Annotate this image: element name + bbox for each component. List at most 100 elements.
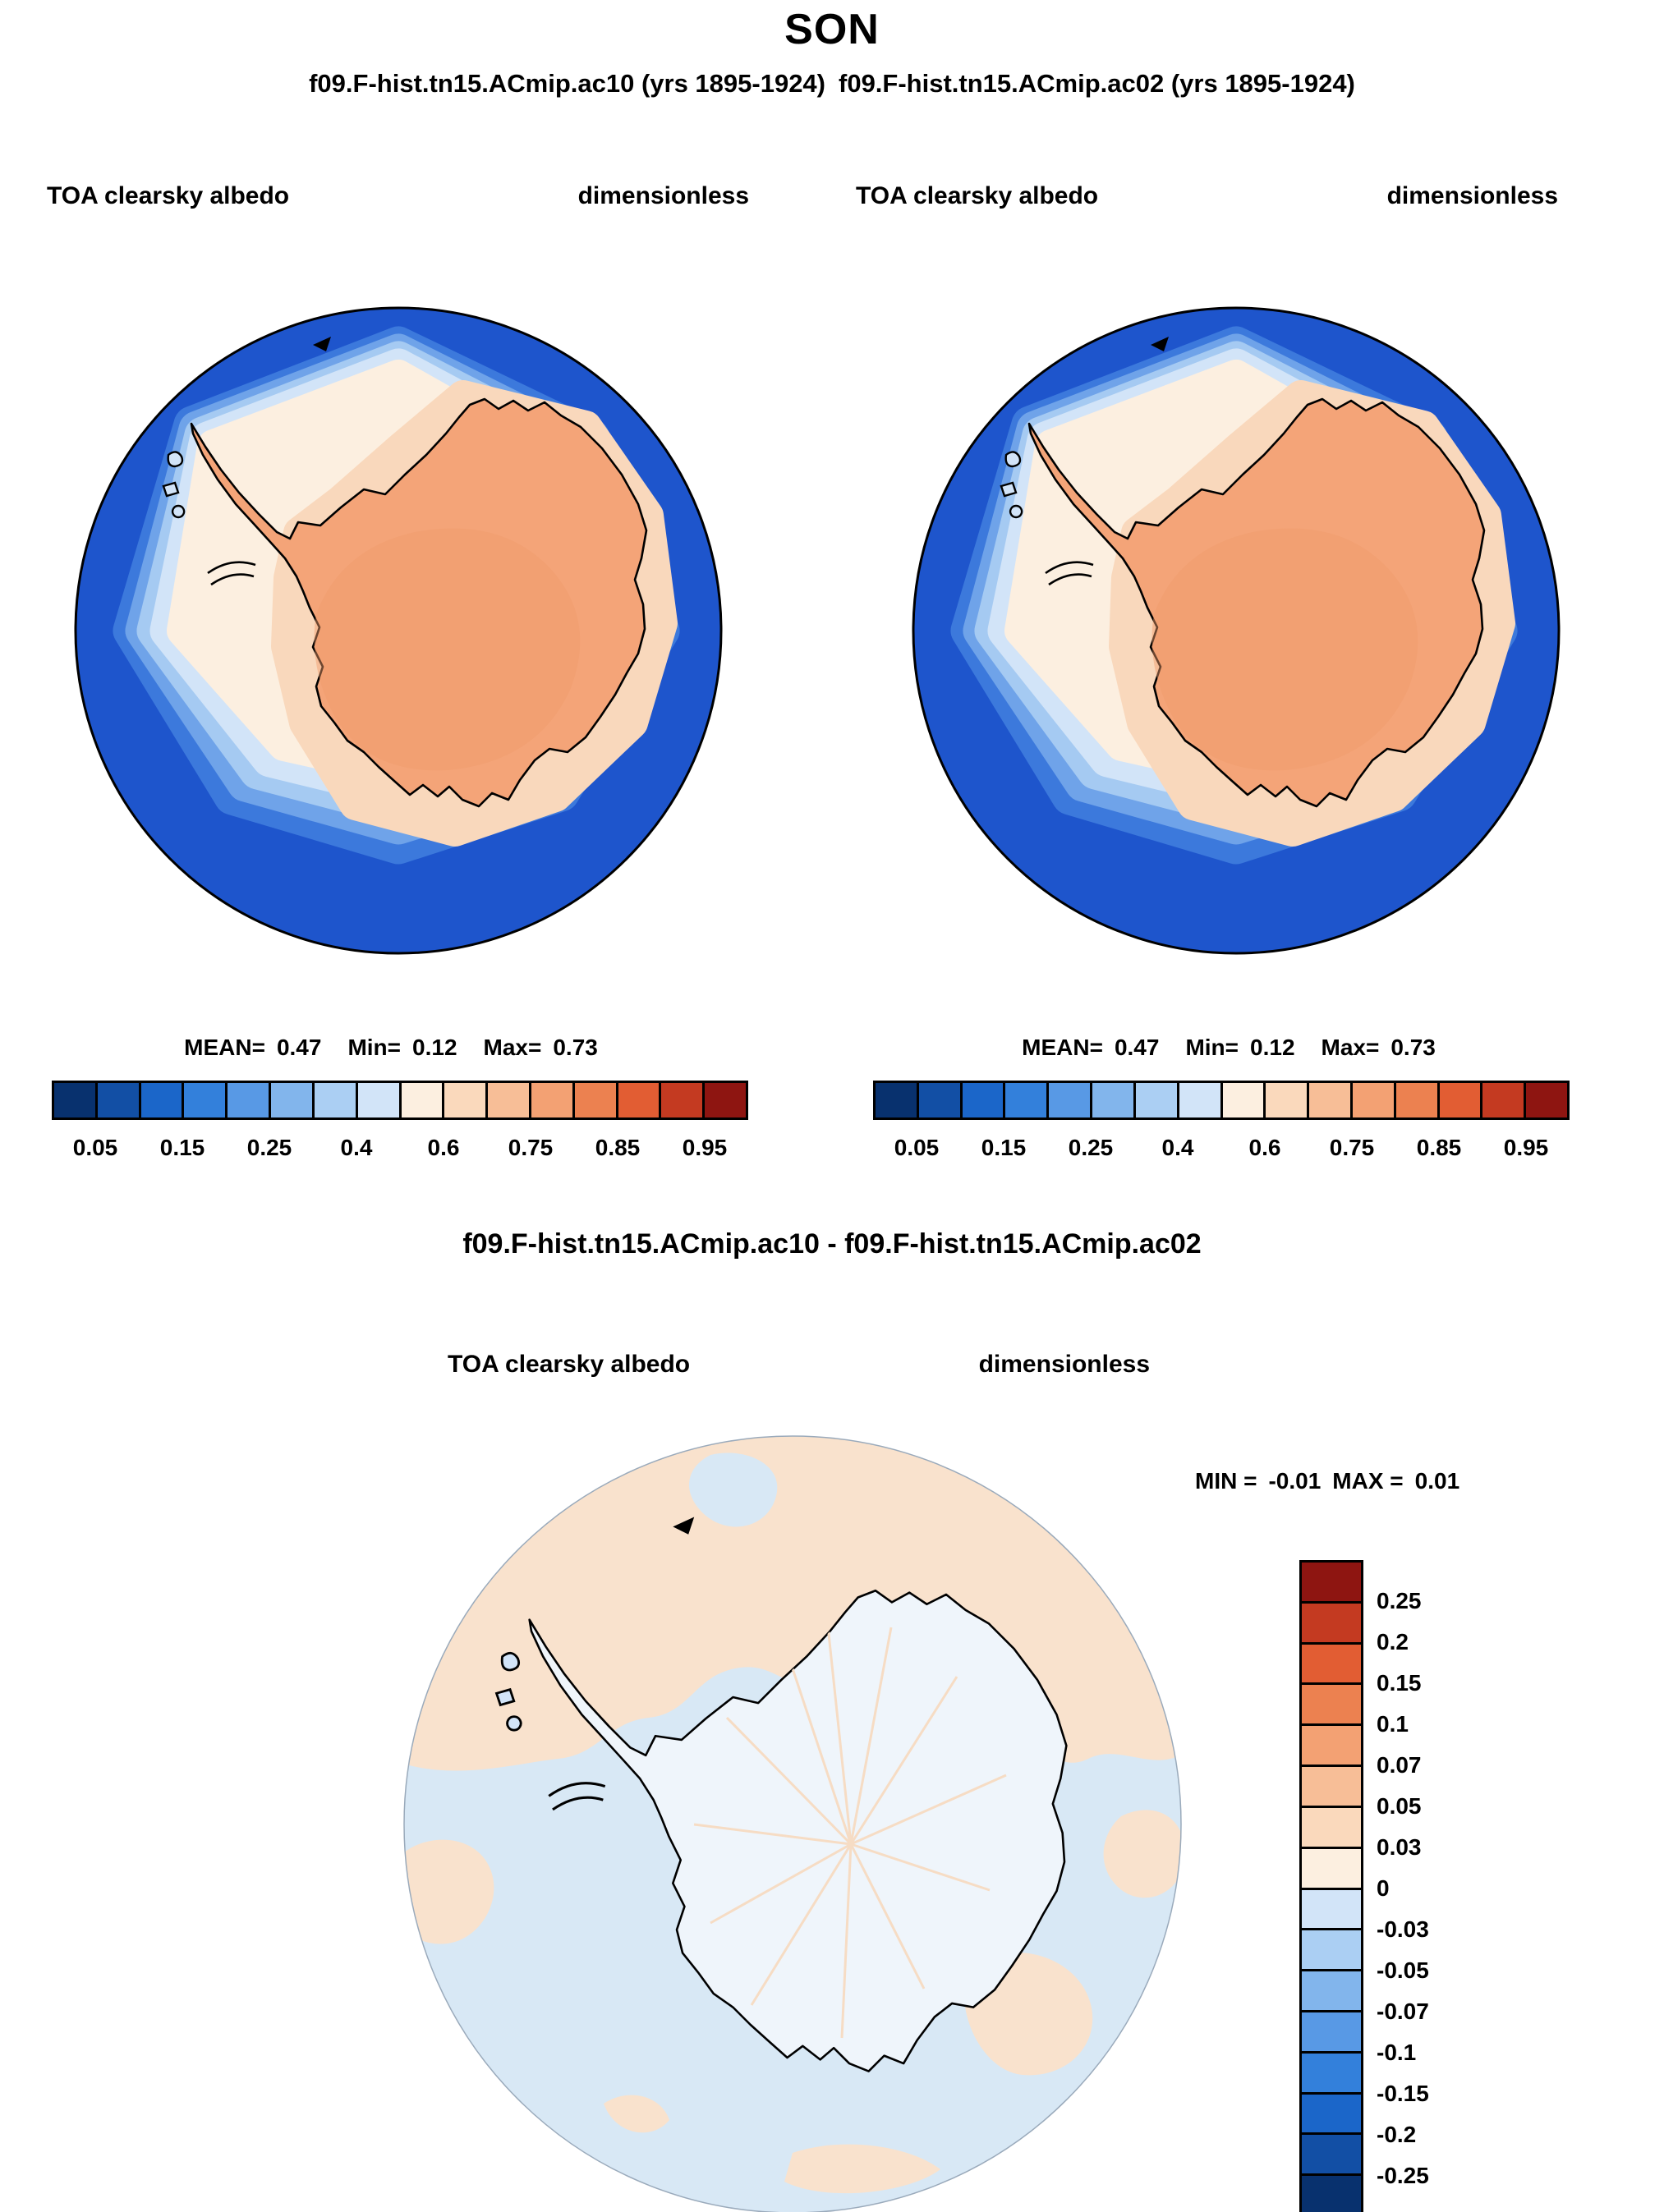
mean-value: 0.47: [1114, 1035, 1160, 1060]
colorbar-cell: [1439, 1083, 1483, 1117]
colorbar-cell: [184, 1083, 228, 1117]
diff-colorbar-ticks: 0.25 0.2 0.15 0.1 0.07 0.05 0.03 0 -0.03 -0.05 -0.…: [1377, 1581, 1429, 2196]
colorbar-tick-label: 0.07: [1377, 1752, 1422, 1778]
colorbar-cell: [1302, 2135, 1361, 2177]
colorbar-cell: [1352, 1083, 1396, 1117]
colorbar-cell: [1302, 2053, 1361, 2095]
max-value: 0.73: [553, 1035, 598, 1060]
colorbar-cell: [228, 1083, 272, 1117]
colorbar-tick-label: 0.05: [894, 1135, 940, 1160]
min-value: -0.01: [1268, 1468, 1322, 1494]
colorbar-right: [873, 1081, 1570, 1120]
colorbar-cell: [357, 1083, 402, 1117]
colorbar-cell: [1302, 1848, 1361, 1890]
colorbar-cell: [271, 1083, 315, 1117]
mean-label: MEAN=: [1022, 1035, 1103, 1060]
field-label: TOA clearsky albedo: [47, 182, 290, 209]
colorbar-tick-label: 0.75: [508, 1135, 554, 1160]
max-value: 0.73: [1390, 1035, 1436, 1060]
colorbar-cell: [1222, 1083, 1266, 1117]
min-value: 0.12: [1250, 1035, 1295, 1060]
mean-label: MEAN=: [184, 1035, 265, 1060]
colorbar-ticks-left: 0.05 0.15 0.25 0.4 0.6 0.75 0.85 0.95: [52, 1135, 748, 1161]
field-label: TOA clearsky albedo: [448, 1351, 691, 1378]
colorbar-cell: [1302, 1726, 1361, 1768]
colorbar-cell: [97, 1083, 141, 1117]
field-label: TOA clearsky albedo: [856, 182, 1099, 209]
colorbar-cell: [314, 1083, 358, 1117]
colorbar-cell: [1302, 1767, 1361, 1808]
colorbar-cell: [444, 1083, 489, 1117]
colorbar-tick-label: 0.4: [1161, 1135, 1194, 1160]
colorbar-cell: [401, 1083, 445, 1117]
colorbar-cell: [1302, 1971, 1361, 2012]
max-label: MAX =: [1332, 1468, 1404, 1494]
colorbar-tick-label: -0.25: [1377, 2163, 1429, 2188]
max-value: 0.01: [1414, 1468, 1460, 1494]
colorbar-cell: [1302, 1603, 1361, 1645]
colorbar-cell: [531, 1083, 575, 1117]
colorbar-tick-label: -0.05: [1377, 1957, 1429, 1983]
colorbar-tick-label: 0.95: [1503, 1135, 1549, 1160]
units-label: dimensionless: [577, 182, 749, 209]
colorbar-cell: [1266, 1083, 1310, 1117]
colorbar-cell: [1049, 1083, 1093, 1117]
min-value: 0.12: [412, 1035, 457, 1060]
colorbar-cell: [1302, 2176, 1361, 2212]
colorbar-cell: [1302, 1685, 1361, 1727]
colorbar-tick-label: 0.85: [1416, 1135, 1462, 1160]
field-row-left: TOA clearsky albedo dimensionless: [47, 182, 749, 210]
continent-streaks: [693, 1602, 1007, 2039]
colorbar-tick-label: 0.25: [1068, 1135, 1114, 1160]
run-titles-row: f09.F-hist.tn15.ACmip.ac10 (yrs 1895-192…: [0, 69, 1664, 99]
colorbar-tick-label: 0.15: [1377, 1670, 1422, 1696]
stats-row-right: MEAN= 0.47 Min= 0.12 Max= 0.73: [908, 1035, 1565, 1061]
colorbar-tick-label: 0.2: [1377, 1629, 1409, 1654]
max-label: Max=: [483, 1035, 542, 1060]
diff-colorbar: [1299, 1560, 1363, 2212]
field-row-right: TOA clearsky albedo dimensionless: [856, 182, 1558, 210]
colorbar-tick-label: 0.75: [1329, 1135, 1375, 1160]
colorbar-cell: [574, 1083, 618, 1117]
colorbar-tick-label: 0: [1377, 1875, 1390, 1901]
colorbar-cell: [918, 1083, 963, 1117]
colorbar-tick-label: 0.05: [1377, 1793, 1422, 1819]
run-title-right: f09.F-hist.tn15.ACmip.ac02 (yrs 1895-192…: [839, 69, 1355, 98]
colorbar-cell: [618, 1083, 662, 1117]
colorbar-cell: [876, 1083, 919, 1117]
albedo-map-ac10: [70, 302, 727, 959]
colorbar-cell: [1302, 1889, 1361, 1931]
colorbar-cell: [1302, 1807, 1361, 1849]
colorbar-cell: [1179, 1083, 1223, 1117]
units-label: dimensionless: [1386, 182, 1558, 209]
colorbar-cell: [488, 1083, 531, 1117]
colorbar-tick-label: 0.6: [427, 1135, 460, 1160]
colorbar-tick-label: 0.4: [340, 1135, 373, 1160]
colorbar-ticks-right: 0.05 0.15 0.25 0.4 0.6 0.75 0.85 0.95: [873, 1135, 1570, 1161]
colorbar-tick-label: 0.6: [1248, 1135, 1281, 1160]
colorbar-tick-label: -0.15: [1377, 2081, 1429, 2106]
colorbar-cell: [1309, 1083, 1353, 1117]
colorbar-cell: [661, 1083, 706, 1117]
colorbar-cell: [1135, 1083, 1179, 1117]
field-row-diff: TOA clearsky albedo dimensionless: [448, 1351, 1150, 1379]
season-title: SON: [784, 6, 880, 53]
colorbar-cell: [1302, 2094, 1361, 2136]
colorbar-cell: [1302, 1930, 1361, 1972]
colorbar-cell: [1005, 1083, 1050, 1117]
colorbar-tick-label: 0.85: [595, 1135, 641, 1160]
max-label: Max=: [1321, 1035, 1380, 1060]
colorbar-tick-label: 0.05: [72, 1135, 118, 1160]
min-label: Min=: [347, 1035, 402, 1060]
colorbar-cell: [1395, 1083, 1440, 1117]
colorbar-cell: [1302, 1563, 1361, 1604]
mean-value: 0.47: [276, 1035, 322, 1060]
colorbar-cell: [1092, 1083, 1136, 1117]
colorbar-cell: [1482, 1083, 1527, 1117]
colorbar-cell: [54, 1083, 98, 1117]
colorbar-tick-label: 0.15: [981, 1135, 1027, 1160]
albedo-map-ac02: [908, 302, 1565, 959]
diff-minmax-row: MIN = -0.01 MAX = 0.01: [1195, 1468, 1459, 1494]
diff-title: f09.F-hist.tn15.ACmip.ac10 - f09.F-hist.…: [462, 1228, 1202, 1260]
